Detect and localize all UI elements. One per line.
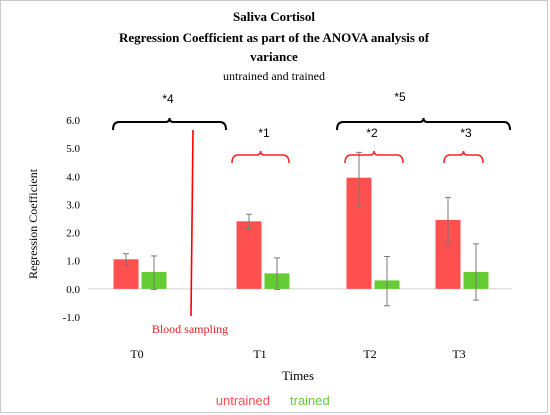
significance-label: *1: [258, 126, 270, 140]
significance-brace: [344, 150, 404, 164]
x-tick-label: T0: [130, 347, 143, 361]
significance-label: *4: [162, 92, 174, 106]
plot-area: -1.0 0.0 1.0 2.0 3.0 4.0 5.0 6.0 T0 T1 T2 T3 *4 *5 *1 *…: [63, 90, 512, 408]
significance-brace: [112, 117, 227, 131]
chart-subtitle-line-2: variance: [250, 49, 298, 64]
y-tick-label: 4.0: [66, 171, 80, 183]
legend-entry-trained: trained: [290, 393, 330, 408]
significance-label: *3: [460, 126, 472, 140]
x-tick-label: T1: [253, 347, 266, 361]
significance-brace: [443, 150, 484, 164]
y-tick-label: 2.0: [66, 228, 80, 240]
chart-title: Saliva Cortisol: [233, 9, 315, 24]
significance-label: *5: [394, 90, 406, 104]
significance-label: *2: [366, 126, 378, 140]
legend-entry-untrained: untrained: [216, 393, 270, 408]
y-tick-label: 1.0: [66, 256, 80, 268]
y-tick-label: 0.0: [66, 284, 80, 296]
blood-sampling-label: Blood sampling: [152, 322, 228, 336]
y-tick-label: 6.0: [66, 115, 80, 127]
chart-subsubtitle: untrained and trained: [223, 69, 325, 83]
significance-brace: [231, 150, 290, 164]
x-tick-label: T3: [452, 347, 465, 361]
chart-subtitle-line-1: Regression Coefficient as part of the AN…: [119, 30, 430, 45]
y-tick-label: -1.0: [63, 312, 81, 324]
blood-sampling-line: [190, 129, 194, 317]
significance-brace: [336, 117, 511, 131]
bar: [236, 221, 262, 289]
y-tick-label: 3.0: [66, 199, 80, 211]
y-tick-label: 5.0: [66, 143, 80, 155]
x-axis-label: Times: [282, 368, 314, 383]
x-tick-label: T2: [363, 347, 376, 361]
y-axis-label: Regression Coefficient: [26, 168, 40, 279]
